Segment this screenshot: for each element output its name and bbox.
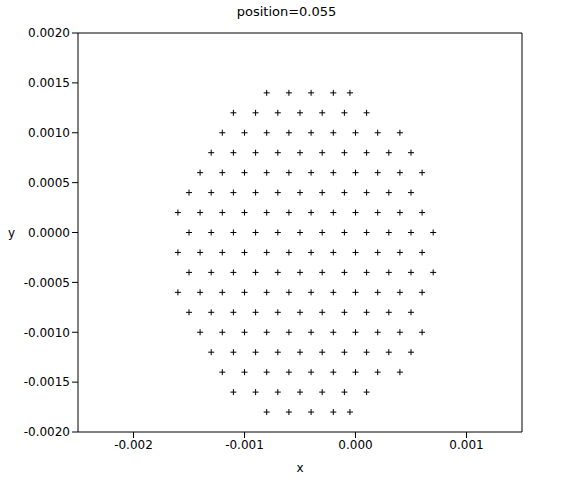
svg-text:-0.002: -0.002 bbox=[114, 438, 153, 452]
svg-text:-0.0005: -0.0005 bbox=[24, 276, 70, 290]
html-text:position=0.055: position=0.055 bbox=[236, 4, 337, 19]
svg-text:-0.0010: -0.0010 bbox=[24, 326, 70, 340]
svg-text:0.000: 0.000 bbox=[338, 438, 372, 452]
svg-text:0.0010: 0.0010 bbox=[28, 126, 70, 140]
svg-text:-0.0015: -0.0015 bbox=[24, 375, 70, 389]
svg-text:0.001: 0.001 bbox=[449, 438, 483, 452]
svg-text:0.0005: 0.0005 bbox=[28, 176, 70, 190]
svg-text:-0.0020: -0.0020 bbox=[24, 425, 70, 439]
svg-text:x: x bbox=[296, 461, 303, 475]
svg-text:0.0000: 0.0000 bbox=[28, 226, 70, 240]
svg-text:0.0020: 0.0020 bbox=[28, 26, 70, 40]
svg-text:-0.001: -0.001 bbox=[225, 438, 264, 452]
svg-text:0.0015: 0.0015 bbox=[28, 76, 70, 90]
svg-text:y: y bbox=[8, 226, 15, 240]
